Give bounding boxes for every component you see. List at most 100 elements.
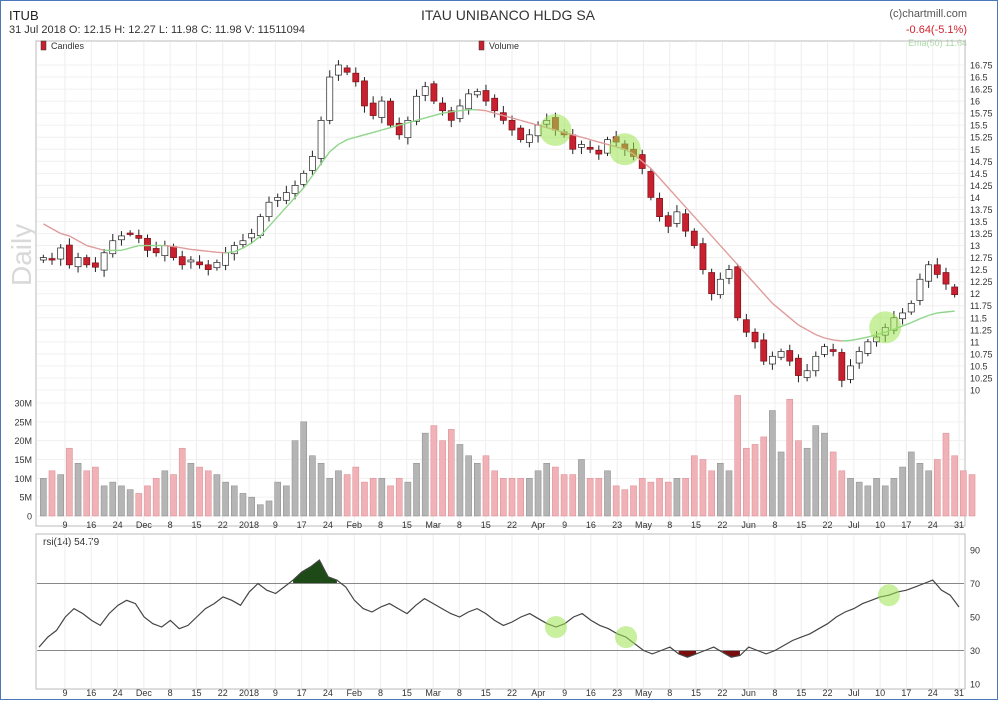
volume-bar — [144, 485, 151, 517]
rsi-tick-label: 10 — [970, 680, 980, 690]
volume-bar — [152, 478, 160, 517]
ema-segment — [95, 247, 105, 252]
ema-segment — [407, 119, 417, 124]
candle-body — [786, 350, 794, 362]
change-label: -0.64(-5.1%) — [905, 24, 967, 36]
candle-body — [933, 264, 941, 275]
ema-segment — [859, 336, 869, 340]
ticker-symbol: ITUB — [9, 8, 39, 23]
volume-bar — [335, 470, 342, 517]
volume-bar — [725, 470, 733, 517]
volume-bar — [283, 485, 290, 517]
candle-body — [777, 351, 785, 358]
volume-bar — [222, 481, 229, 517]
ema-segment — [259, 225, 270, 237]
price-tick-label: 12.75 — [970, 253, 993, 263]
volume-tick-label: 5M — [19, 493, 32, 503]
candle-body — [161, 245, 169, 257]
x-axis-label: May — [635, 520, 653, 530]
volume-bar — [907, 451, 915, 517]
x-axis-label: 9 — [562, 520, 567, 530]
x-axis-label: Mar — [425, 520, 441, 530]
candle-body — [74, 257, 82, 268]
volume-bar — [769, 410, 776, 517]
x-axis-label: 15 — [796, 688, 806, 698]
candle-body — [465, 93, 473, 110]
candle-body — [682, 213, 689, 232]
volume-bar — [447, 429, 455, 517]
candle-body — [647, 171, 655, 198]
price-tick-label: 14 — [970, 193, 980, 203]
x-axis-label: 15 — [796, 520, 806, 530]
volume-bar — [638, 478, 646, 517]
candle-body — [65, 244, 73, 266]
ema-segment — [77, 240, 88, 247]
ema-segment — [789, 317, 799, 326]
rsi-legend-label: rsi(14) 54.79 — [43, 537, 100, 548]
volume-bar — [300, 421, 308, 517]
candle-body — [925, 264, 933, 282]
copyright-label: (c)chartmill.com — [889, 8, 967, 20]
volume-bar — [369, 478, 377, 517]
candle-body — [352, 72, 360, 83]
volume-tick-label: 20M — [14, 436, 32, 446]
volume-bar — [864, 485, 872, 517]
x-axis-label: 15 — [402, 520, 412, 530]
ema-segment — [693, 216, 704, 227]
price-tick-label: 15.25 — [970, 133, 993, 143]
x-axis-label: 22 — [218, 688, 228, 698]
volume-bar — [656, 478, 663, 517]
ema-segment — [910, 318, 921, 324]
x-axis-label: 24 — [323, 688, 333, 698]
x-axis-label: 23 — [612, 520, 622, 530]
price-tick-label: 13.5 — [970, 217, 988, 227]
volume-bar — [916, 463, 924, 517]
candle-body — [821, 346, 828, 355]
candle-body — [100, 252, 108, 271]
ema-segment — [303, 175, 313, 189]
ema-segment — [581, 136, 591, 141]
volume-bar — [474, 463, 481, 517]
volume-bar — [968, 474, 976, 517]
candle-body — [586, 146, 594, 150]
x-axis-label: 9 — [273, 520, 278, 530]
volume-bar — [361, 481, 368, 517]
ema-segment — [520, 119, 530, 124]
candle-body — [92, 262, 99, 268]
ema-segment — [277, 206, 287, 218]
candle-body — [48, 258, 56, 261]
x-axis-label: 22 — [507, 688, 517, 698]
ema-segment — [242, 242, 252, 249]
ema-segment — [494, 112, 504, 117]
volume-bar — [708, 470, 715, 517]
ema-segment — [745, 273, 756, 285]
ema-segment — [815, 333, 825, 339]
candle-body — [39, 257, 47, 261]
rsi-tick-label: 50 — [970, 613, 980, 623]
ema-segment — [390, 124, 400, 129]
x-axis-label: Jun — [741, 520, 756, 530]
ema-segment — [850, 338, 860, 342]
candle-body — [803, 370, 811, 378]
volume-tick-label: 25M — [14, 417, 32, 427]
ema-segment — [659, 177, 669, 189]
ema-segment — [355, 134, 365, 138]
ema-segment — [416, 117, 426, 122]
volume-bar — [126, 489, 134, 517]
candle-body — [951, 286, 959, 296]
x-axis-label: Dec — [136, 688, 153, 698]
price-tick-label: 13 — [970, 241, 980, 251]
x-axis-label: Dec — [136, 520, 153, 530]
price-tick-label: 12.5 — [970, 265, 988, 275]
volume-bar — [942, 432, 950, 517]
price-tick-label: 14.25 — [970, 181, 993, 191]
volume-bar — [526, 478, 533, 517]
volume-bar — [699, 459, 707, 517]
x-axis-label: 8 — [667, 520, 672, 530]
candle-body — [742, 319, 750, 333]
volume-bar — [829, 451, 837, 517]
volume-bar — [743, 447, 750, 517]
candle-body — [716, 278, 724, 296]
volume-bar — [595, 478, 603, 517]
x-axis-label: 24 — [928, 520, 938, 530]
